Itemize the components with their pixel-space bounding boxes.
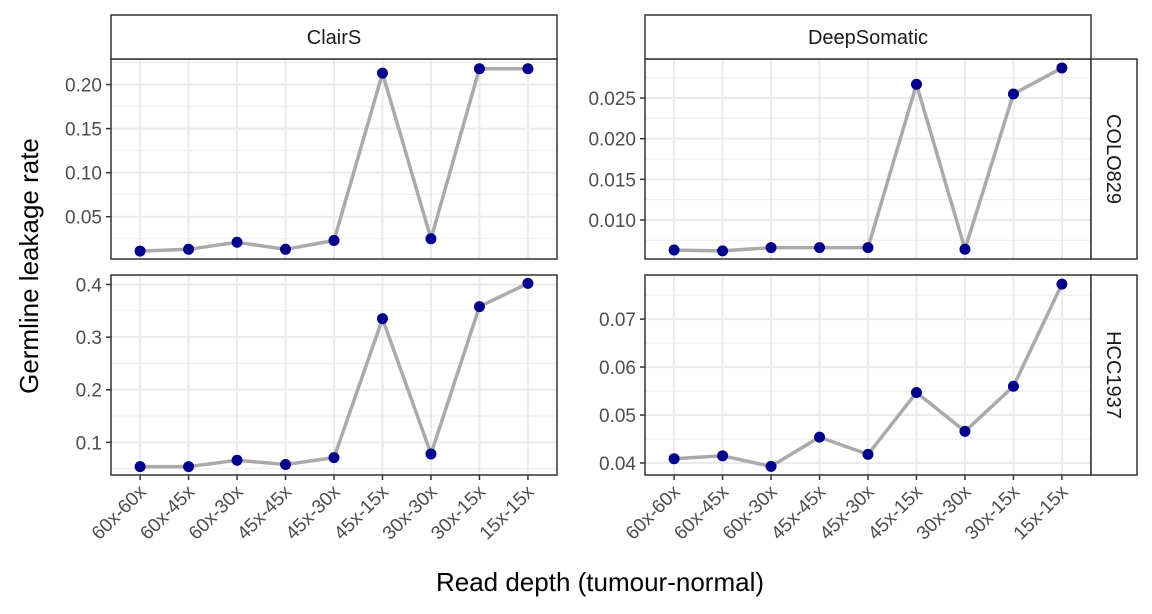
data-point bbox=[473, 63, 485, 75]
facet-strip-box bbox=[110, 14, 558, 60]
panel-deepsomatic-colo829: 0.010 0.015 0.020 0.025 bbox=[588, 58, 1092, 260]
facet-strip-box bbox=[1090, 274, 1138, 476]
data-point bbox=[814, 431, 826, 443]
x-tick-labels: 60x-60x60x-45x60x-30x45x-45x45x-30x45x-1… bbox=[88, 481, 1073, 544]
facet-strip-box bbox=[1090, 58, 1138, 260]
panel-border bbox=[110, 274, 558, 476]
data-point bbox=[280, 243, 292, 255]
facet-strip-label: ClairS bbox=[307, 27, 361, 49]
y-tick-label: 0.15 bbox=[65, 120, 102, 141]
x-axis-title: Read depth (tumour-normal) bbox=[436, 567, 764, 597]
data-point bbox=[328, 452, 340, 464]
data-point bbox=[1007, 88, 1019, 100]
data-point bbox=[910, 387, 922, 399]
facet-strip-label: DeepSomatic bbox=[808, 27, 928, 49]
data-point bbox=[959, 243, 971, 255]
y-tick-label: 0.05 bbox=[599, 406, 636, 427]
data-point bbox=[376, 67, 388, 79]
data-point bbox=[959, 425, 971, 437]
x-tick-label: 15x-15x bbox=[476, 481, 539, 544]
data-point bbox=[765, 242, 777, 254]
data-point bbox=[425, 233, 437, 245]
facet-strip-label: HCC1937 bbox=[1102, 331, 1124, 419]
data-point bbox=[376, 313, 388, 325]
panel-clairs-colo829: 0.05 0.10 0.15 0.20 bbox=[65, 58, 558, 260]
facet-strips: ClairS DeepSomatic COLO829 HCC1937 bbox=[110, 14, 1138, 476]
data-point bbox=[425, 448, 437, 460]
data-point bbox=[910, 78, 922, 90]
data-point bbox=[183, 461, 195, 473]
y-tick-label: 0.2 bbox=[76, 381, 102, 402]
panels-layer: 0.050.100.150.200.0100.0150.0200.0250.10… bbox=[65, 58, 1092, 480]
data-point bbox=[231, 236, 243, 248]
facet-strip-box bbox=[644, 14, 1092, 60]
y-tick-label: 0.015 bbox=[588, 170, 636, 191]
y-tick-label: 0.10 bbox=[65, 164, 102, 185]
panel-deepsomatic-hcc1937: 0.04 0.05 0.06 0.07 bbox=[599, 274, 1092, 480]
data-point bbox=[134, 461, 146, 473]
data-point bbox=[668, 244, 680, 256]
y-tick-label: 0.04 bbox=[599, 454, 636, 475]
data-point bbox=[522, 277, 534, 289]
y-axis-title: Germline leakage rate bbox=[14, 138, 44, 394]
data-point bbox=[814, 242, 826, 254]
y-tick-label: 0.3 bbox=[76, 328, 102, 349]
facet-strip-deepsomatic: DeepSomatic bbox=[644, 14, 1092, 60]
y-tick-label: 0.05 bbox=[65, 208, 102, 229]
data-point bbox=[1056, 278, 1068, 290]
data-point bbox=[134, 245, 146, 257]
facet-strip-label: COLO829 bbox=[1102, 114, 1124, 204]
data-point bbox=[668, 453, 680, 465]
data-point bbox=[522, 63, 534, 75]
facet-strip-hcc1937: HCC1937 bbox=[1090, 274, 1138, 476]
data-point bbox=[473, 301, 485, 313]
y-tick-label: 0.07 bbox=[599, 310, 636, 331]
data-point bbox=[717, 450, 729, 462]
x-tick-label: 15x-15x bbox=[1010, 481, 1073, 544]
data-point bbox=[862, 448, 874, 460]
y-tick-label: 0.025 bbox=[588, 89, 636, 110]
data-point bbox=[862, 242, 874, 254]
facet-strip-colo829: COLO829 bbox=[1090, 58, 1138, 260]
facet-strip-clairs: ClairS bbox=[110, 14, 558, 60]
panel-clairs-hcc1937: 0.1 0.2 0.3 0.4 bbox=[76, 274, 558, 480]
y-tick-label: 0.1 bbox=[76, 433, 102, 454]
data-point bbox=[280, 458, 292, 470]
data-point bbox=[765, 460, 777, 472]
data-point bbox=[231, 454, 243, 466]
y-tick-label: 0.20 bbox=[65, 76, 102, 97]
y-tick-label: 0.020 bbox=[588, 130, 636, 151]
y-tick-label: 0.4 bbox=[76, 275, 103, 296]
data-point bbox=[1056, 62, 1068, 74]
data-point bbox=[1007, 380, 1019, 392]
data-point bbox=[328, 234, 340, 246]
y-tick-label: 0.010 bbox=[588, 211, 636, 232]
data-point bbox=[183, 243, 195, 255]
data-point bbox=[717, 245, 729, 257]
y-tick-label: 0.06 bbox=[599, 358, 636, 379]
